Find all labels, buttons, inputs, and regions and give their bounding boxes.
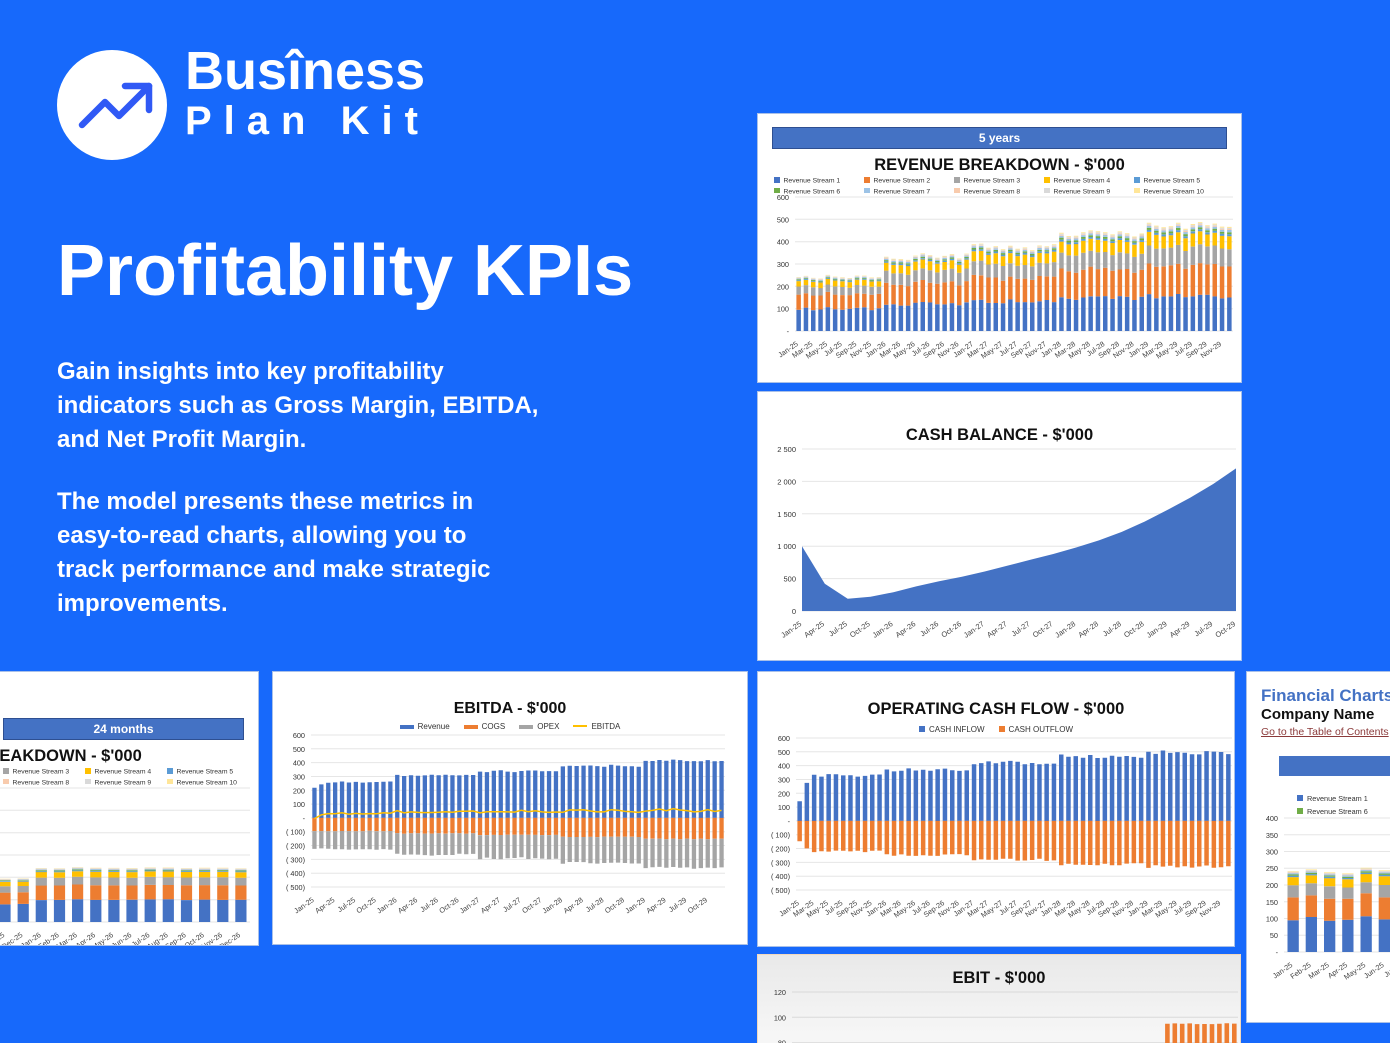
svg-text:120: 120 (774, 990, 786, 997)
svg-text:Oct-25: Oct-25 (848, 619, 872, 639)
svg-text:( 300): ( 300) (286, 855, 305, 864)
svg-text:Oct-25: Oct-25 (355, 895, 378, 915)
svg-text:50: 50 (1270, 931, 1278, 940)
svg-text:80: 80 (778, 1039, 786, 1043)
svg-text:Jan-28: Jan-28 (1053, 619, 1077, 640)
svg-text:200: 200 (293, 786, 305, 795)
svg-text:Oct-28: Oct-28 (1122, 619, 1146, 639)
svg-text:Jul-29: Jul-29 (1192, 619, 1214, 638)
svg-text:Jul-28: Jul-28 (584, 895, 605, 914)
svg-text:( 100): ( 100) (771, 831, 790, 840)
svg-text:Jan-28: Jan-28 (541, 895, 564, 915)
svg-text:Oct-27: Oct-27 (1031, 619, 1055, 639)
svg-text:300: 300 (1266, 848, 1278, 857)
svg-text:Jul-27: Jul-27 (1010, 619, 1032, 638)
svg-text:( 400): ( 400) (771, 872, 790, 881)
svg-text:400: 400 (778, 762, 790, 771)
svg-text:Apr-26: Apr-26 (396, 895, 419, 915)
svg-text:Jan-25: Jan-25 (779, 619, 803, 640)
svg-text:Jan-26: Jan-26 (871, 619, 895, 640)
svg-text:Oct-29: Oct-29 (686, 895, 709, 915)
svg-text:600: 600 (777, 195, 789, 202)
svg-text:( 100): ( 100) (286, 828, 305, 837)
svg-text:400: 400 (777, 238, 789, 247)
svg-text:( 500): ( 500) (286, 883, 305, 892)
svg-text:Oct-26: Oct-26 (437, 895, 460, 915)
svg-text:Apr-28: Apr-28 (562, 895, 585, 915)
svg-text:300: 300 (777, 260, 789, 269)
svg-text:Apr-26: Apr-26 (894, 619, 918, 639)
svg-text:300: 300 (778, 776, 790, 785)
svg-text:Jul-27: Jul-27 (501, 895, 522, 914)
svg-text:1 000: 1 000 (777, 542, 796, 551)
svg-text:Jul-25: Jul-25 (336, 895, 357, 914)
svg-text:400: 400 (293, 759, 305, 768)
svg-text:250: 250 (1266, 864, 1278, 873)
svg-text:Jan-26: Jan-26 (375, 895, 398, 915)
svg-text:1 500: 1 500 (777, 510, 796, 519)
svg-text:350: 350 (1266, 831, 1278, 840)
svg-text:Apr-27: Apr-27 (985, 619, 1009, 639)
svg-text:Jul-28: Jul-28 (1101, 619, 1123, 638)
svg-text:150: 150 (1266, 898, 1278, 907)
svg-text:2 500: 2 500 (777, 447, 796, 454)
svg-text:Jul-26: Jul-26 (418, 895, 439, 914)
svg-text:Oct-28: Oct-28 (603, 895, 626, 915)
svg-text:( 300): ( 300) (771, 858, 790, 867)
svg-text:2 000: 2 000 (777, 477, 796, 486)
svg-text:Mar-25: Mar-25 (1307, 960, 1331, 981)
svg-text:Apr-28: Apr-28 (1076, 619, 1100, 639)
svg-text:300: 300 (293, 773, 305, 782)
svg-text:Jan-25: Jan-25 (292, 895, 315, 915)
svg-text:200: 200 (777, 282, 789, 291)
svg-text:Jul-25: Jul-25 (1382, 960, 1390, 979)
svg-text:500: 500 (778, 748, 790, 757)
svg-text:Apr-25: Apr-25 (802, 619, 826, 639)
svg-text:Jul-29: Jul-29 (667, 895, 688, 914)
svg-text:Jan-27: Jan-27 (962, 619, 986, 640)
svg-text:600: 600 (293, 733, 305, 740)
svg-text:0: 0 (792, 607, 796, 616)
svg-text:100: 100 (777, 305, 789, 314)
svg-text:Jan-29: Jan-29 (1145, 619, 1169, 640)
svg-text:( 200): ( 200) (286, 842, 305, 851)
svg-text:Oct-29: Oct-29 (1214, 619, 1238, 639)
svg-text:400: 400 (1266, 816, 1278, 823)
svg-text:Apr-27: Apr-27 (479, 895, 502, 915)
svg-text:200: 200 (778, 789, 790, 798)
svg-text:Jan-29: Jan-29 (623, 895, 646, 915)
svg-text:( 200): ( 200) (771, 845, 790, 854)
svg-text:Jul-26: Jul-26 (918, 619, 940, 638)
svg-text:100: 100 (293, 800, 305, 809)
svg-text:600: 600 (778, 736, 790, 743)
svg-text:500: 500 (783, 575, 796, 584)
svg-text:200: 200 (1266, 881, 1278, 890)
svg-text:-: - (788, 817, 791, 826)
svg-text:-: - (1276, 948, 1279, 957)
svg-text:100: 100 (1266, 915, 1278, 924)
svg-text:( 500): ( 500) (771, 886, 790, 895)
svg-text:( 400): ( 400) (286, 869, 305, 878)
svg-text:Apr-29: Apr-29 (1168, 619, 1192, 639)
svg-text:500: 500 (293, 745, 305, 754)
svg-text:Jul-25: Jul-25 (827, 619, 849, 638)
svg-text:Oct-26: Oct-26 (939, 619, 963, 639)
svg-text:Jan-27: Jan-27 (458, 895, 481, 915)
svg-text:-: - (303, 814, 306, 823)
svg-text:100: 100 (778, 803, 790, 812)
svg-text:Jun-25: Jun-25 (1362, 960, 1385, 980)
svg-text:500: 500 (777, 215, 789, 224)
svg-text:-: - (787, 327, 790, 336)
svg-text:Apr-25: Apr-25 (313, 895, 336, 915)
svg-text:Apr-29: Apr-29 (644, 895, 667, 915)
svg-text:Oct-27: Oct-27 (520, 895, 543, 915)
svg-text:100: 100 (774, 1013, 786, 1022)
